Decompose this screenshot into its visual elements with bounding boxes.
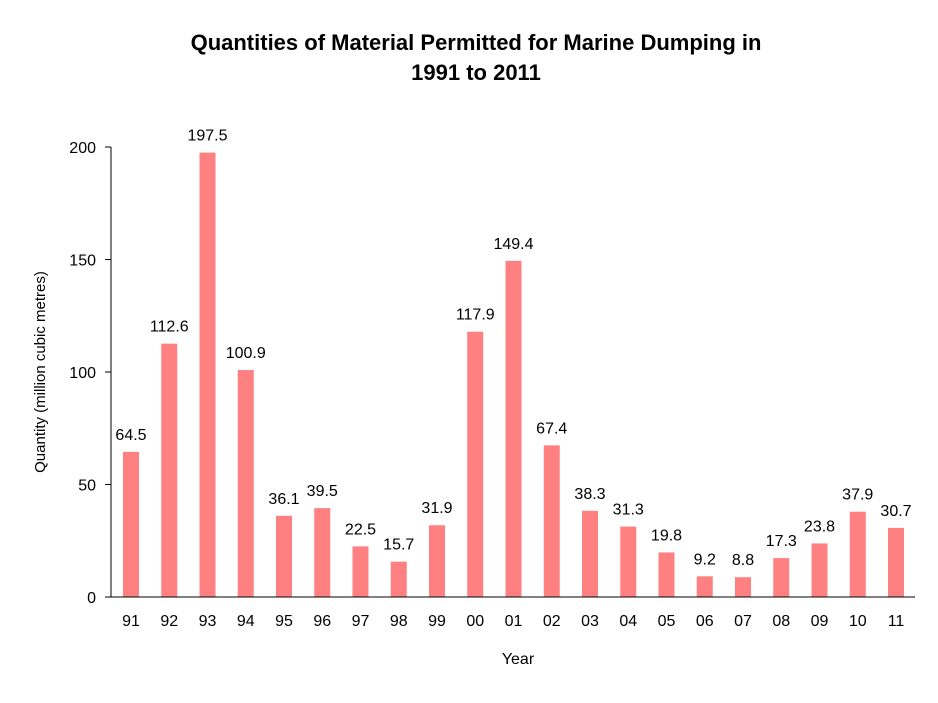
bar-00 xyxy=(467,331,484,597)
x-tick-label-91: 91 xyxy=(122,613,140,630)
y-tick-label-0: 0 xyxy=(87,590,96,607)
data-label-99: 31.9 xyxy=(421,500,452,517)
x-tick-label-99: 99 xyxy=(428,613,446,630)
y-tick-label-50: 50 xyxy=(78,478,96,495)
data-label-06: 9.2 xyxy=(694,551,716,568)
x-axis-label: Year xyxy=(502,651,535,668)
bar-11 xyxy=(888,527,904,597)
data-label-02: 67.4 xyxy=(536,420,567,437)
data-label-91: 64.5 xyxy=(115,427,146,444)
bar-06 xyxy=(696,576,713,597)
x-tick-label-93: 93 xyxy=(199,613,217,630)
bar-08 xyxy=(773,558,790,597)
y-tick-label-150: 150 xyxy=(69,253,96,270)
y-tick-label-100: 100 xyxy=(69,365,96,382)
data-label-03: 38.3 xyxy=(574,486,605,503)
x-tick-label-03: 03 xyxy=(581,613,599,630)
x-tick-label-05: 05 xyxy=(658,613,676,630)
chart-title-line-1: Quantities of Material Permitted for Mar… xyxy=(191,30,762,55)
data-label-09: 23.8 xyxy=(804,518,835,535)
bar-02 xyxy=(543,445,560,597)
x-tick-label-11: 11 xyxy=(888,613,905,630)
bar-95 xyxy=(276,515,292,597)
bar-97 xyxy=(352,546,369,597)
bar-07 xyxy=(735,577,751,597)
bar-09 xyxy=(811,543,828,597)
y-axis-label: Quantity (million cubic metres) xyxy=(32,271,49,473)
x-tick-label-98: 98 xyxy=(390,613,408,630)
bar-93 xyxy=(199,152,216,597)
data-label-08: 17.3 xyxy=(766,533,797,550)
data-label-98: 15.7 xyxy=(383,537,414,554)
bar-05 xyxy=(658,552,675,597)
data-label-04: 31.3 xyxy=(613,502,644,519)
y-tick-label-200: 200 xyxy=(69,140,96,157)
data-label-10: 37.9 xyxy=(842,487,873,504)
chart-title-line-2: 1991 to 2011 xyxy=(411,60,541,85)
data-label-11: 30.7 xyxy=(880,503,911,520)
x-tick-label-10: 10 xyxy=(849,613,867,630)
data-label-07: 8.8 xyxy=(732,552,754,569)
bar-94 xyxy=(237,369,254,597)
data-label-97: 22.5 xyxy=(345,521,376,538)
x-tick-label-94: 94 xyxy=(237,613,255,630)
bar-04 xyxy=(620,526,637,597)
x-tick-label-06: 06 xyxy=(696,613,714,630)
x-tick-label-04: 04 xyxy=(619,613,637,630)
bar-91 xyxy=(123,451,139,597)
data-label-95: 36.1 xyxy=(268,491,299,508)
bar-99 xyxy=(429,525,445,597)
x-tick-label-97: 97 xyxy=(352,613,370,630)
data-label-96: 39.5 xyxy=(307,483,338,500)
x-tick-label-01: 01 xyxy=(505,613,523,630)
bar-10 xyxy=(849,511,866,597)
bar-96 xyxy=(314,508,331,597)
data-label-05: 19.8 xyxy=(651,527,682,544)
x-tick-label-02: 02 xyxy=(543,613,561,630)
bar-92 xyxy=(161,343,178,597)
x-tick-label-95: 95 xyxy=(275,613,293,630)
bar-03 xyxy=(582,510,598,597)
x-tick-label-92: 92 xyxy=(160,613,178,630)
x-tick-label-09: 09 xyxy=(811,613,829,630)
data-label-93: 197.5 xyxy=(187,128,227,145)
data-label-01: 149.4 xyxy=(493,236,533,253)
bar-98 xyxy=(390,561,407,597)
data-label-00: 117.9 xyxy=(456,307,495,324)
x-tick-label-00: 00 xyxy=(466,613,484,630)
x-tick-label-08: 08 xyxy=(772,613,790,630)
data-label-92: 112.6 xyxy=(150,319,189,336)
x-tick-label-07: 07 xyxy=(734,613,752,630)
x-tick-label-96: 96 xyxy=(313,613,331,630)
data-label-94: 100.9 xyxy=(226,345,266,362)
bar-01 xyxy=(505,260,522,597)
